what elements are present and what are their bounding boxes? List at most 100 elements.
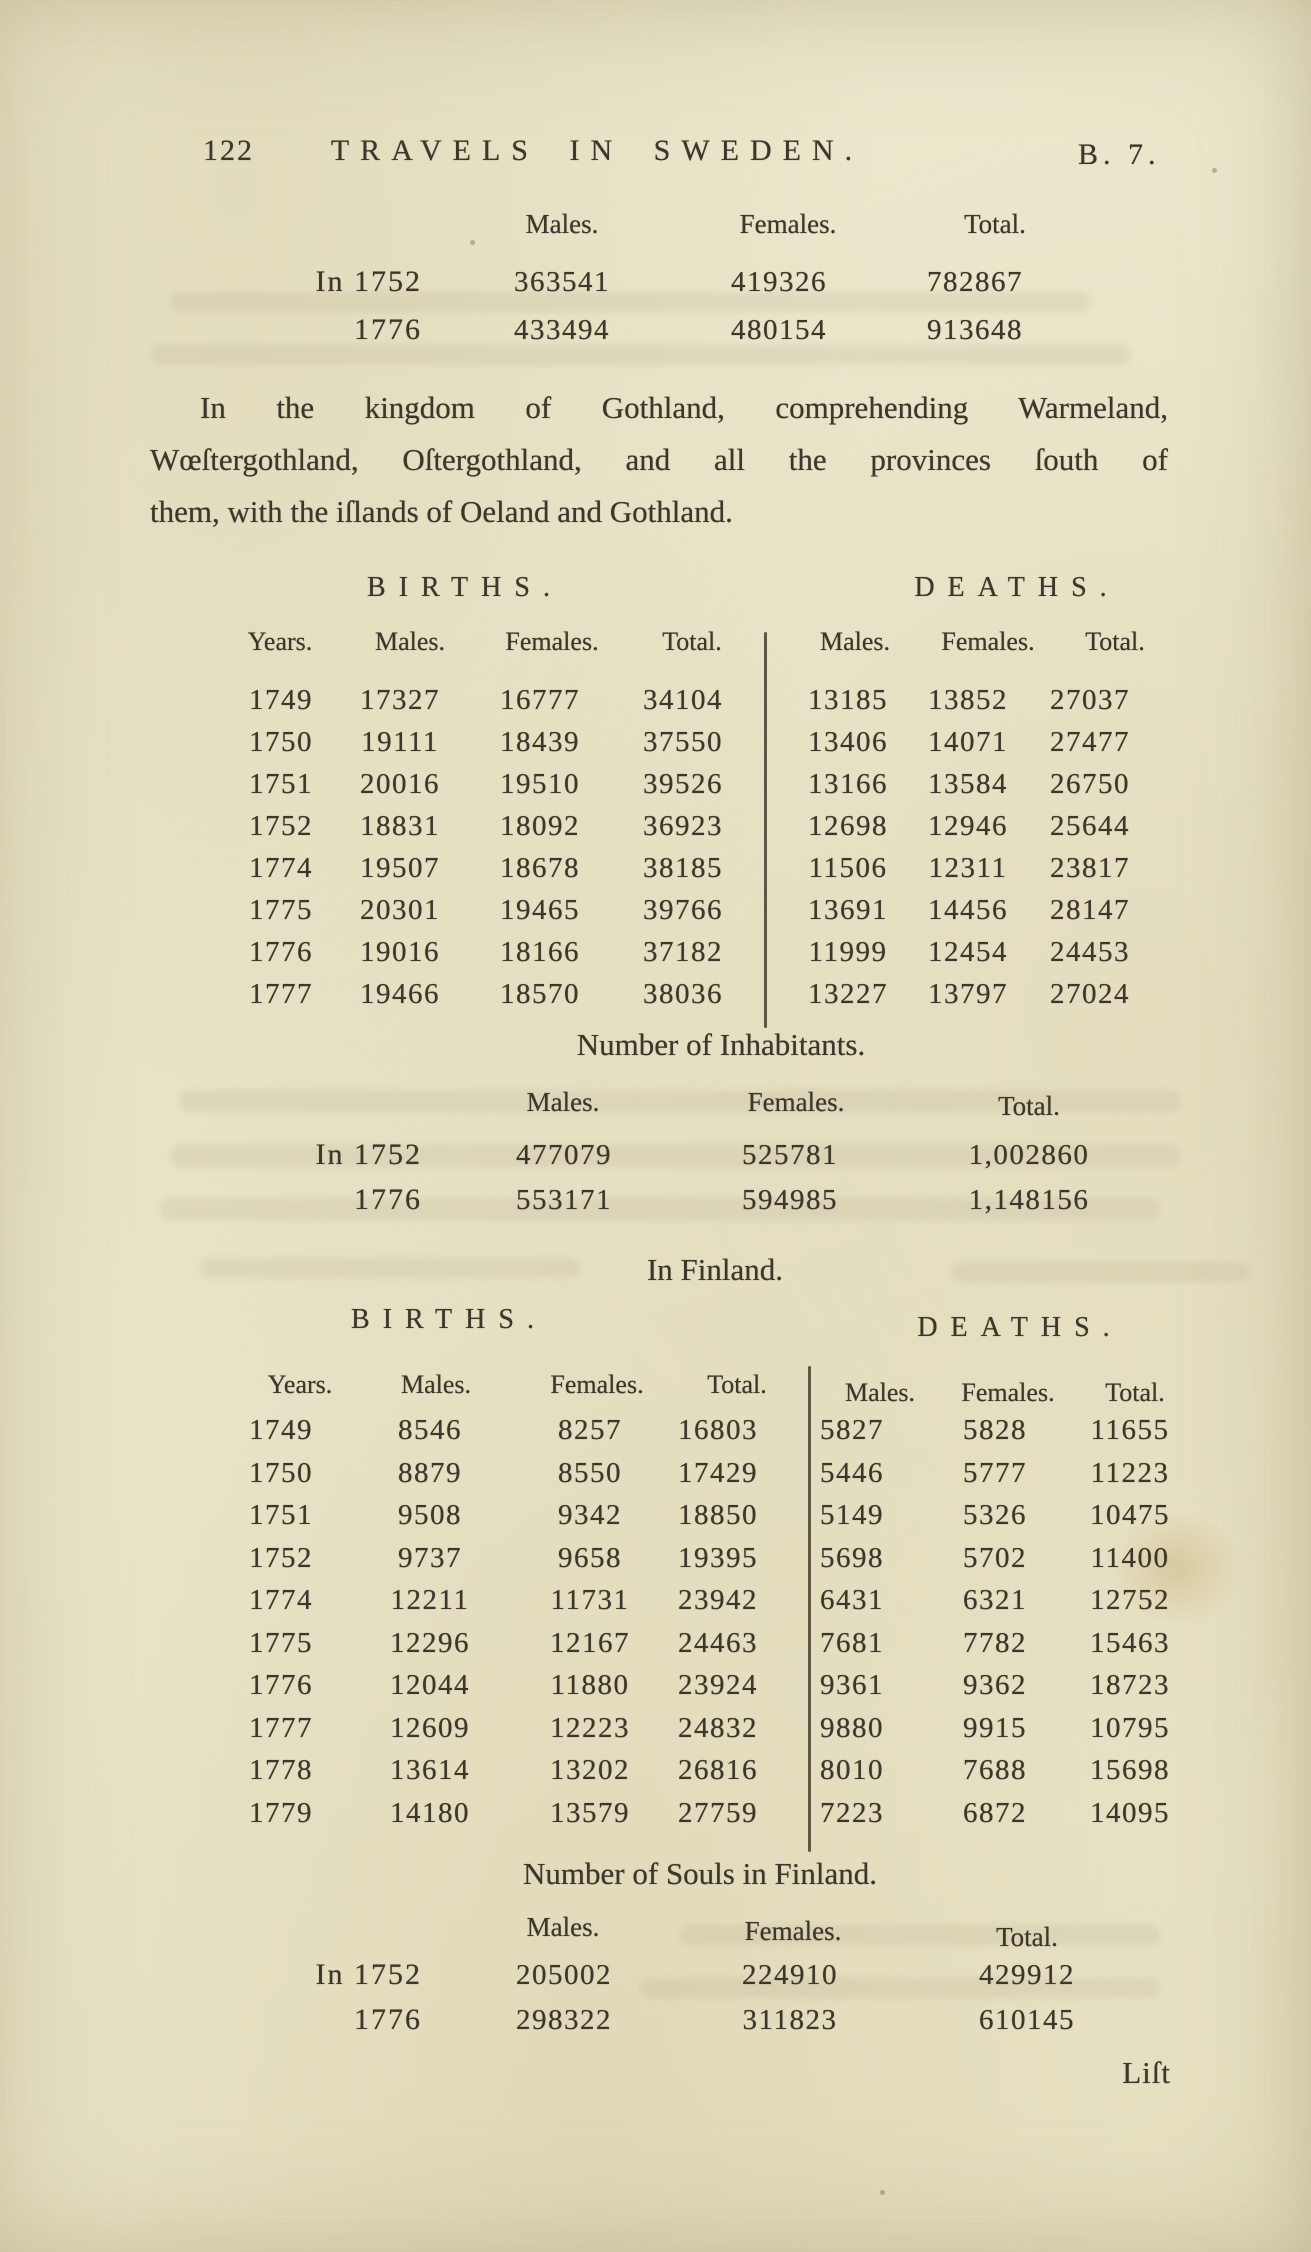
paper-stain [1110, 1510, 1240, 1625]
table-divider [808, 1366, 811, 1852]
births-females-cell: 12223 [550, 1711, 630, 1744]
births-females-cell: 13579 [550, 1796, 630, 1829]
females-column-header: Females. [744, 1916, 842, 1946]
deaths-total-cell: 25644 [1050, 810, 1130, 842]
table-row: 1752 9737 9658 19395 5698 5702 11400 [0, 1537, 1311, 1580]
births-males-cell: 19507 [360, 852, 440, 884]
deaths-total-cell: 14095 [1090, 1796, 1170, 1829]
bleed-through-artifact [160, 1198, 1160, 1220]
total-cell: 782867 [927, 266, 1023, 298]
births-females-cell: 9658 [558, 1541, 622, 1574]
table-row: 1775 20301 19465 39766 13691 14456 28147 [0, 889, 1311, 931]
table-row: 1776 553171 594985 1,148156 [0, 1182, 1311, 1227]
total-column-header: Total. [998, 1091, 1060, 1121]
table-row: 1778 13614 13202 26816 8010 7688 15698 [0, 1749, 1311, 1792]
births-total-cell: 39526 [643, 768, 723, 800]
births-total-cell: 19395 [678, 1541, 758, 1574]
table-row: In 1752 363541 419326 782867 [0, 264, 1311, 312]
deaths-females-cell: 9915 [963, 1711, 1027, 1744]
females-cell: 480154 [731, 314, 827, 346]
years-column-header: Years. [247, 627, 313, 656]
year-cell: 1750 [249, 1456, 313, 1489]
deaths-total-cell: 10475 [1090, 1499, 1170, 1531]
males-column-header: Males. [525, 209, 599, 239]
males-cell: 553171 [516, 1184, 612, 1216]
births-females-cell: 12167 [550, 1626, 630, 1659]
deaths-total-cell: 28147 [1050, 894, 1130, 926]
deaths-females-cell: 12454 [928, 936, 1008, 968]
births-total-cell: 37550 [643, 726, 723, 758]
paper-speck [880, 2190, 885, 2195]
deaths-females-cell: 14071 [928, 726, 1008, 758]
deaths-females-cell: 7782 [963, 1626, 1027, 1659]
females-cell: 311823 [742, 2004, 838, 2036]
births-males-cell: 18831 [360, 810, 440, 842]
females-column-header: Females. [941, 627, 1035, 656]
births-total-cell: 27759 [678, 1796, 758, 1829]
total-cell: 429912 [979, 1959, 1075, 1991]
inhabitants-rows: In 1752 477079 525781 1,002860 1776 5531… [0, 1137, 1311, 1227]
males-cell: 433494 [514, 314, 610, 346]
births-females-cell: 11731 [550, 1584, 630, 1616]
males-column-header: Males. [400, 1370, 472, 1399]
births-males-cell: 12609 [390, 1711, 470, 1744]
deaths-males-cell: 7681 [820, 1626, 884, 1659]
table-row: 1749 17327 16777 34104 13185 13852 27037 [0, 679, 1311, 721]
section-mark: B. 7. [1078, 138, 1161, 171]
year-cell: 1751 [249, 1499, 313, 1531]
deaths-females-cell: 9362 [963, 1669, 1027, 1701]
births-heading: BIRTHS. [351, 1304, 547, 1335]
row-label: In 1752 [315, 265, 422, 298]
table-divider [764, 632, 767, 1028]
paper-speck [470, 240, 475, 245]
deaths-total-cell: 27477 [1050, 726, 1130, 758]
deaths-males-cell: 13691 [808, 894, 888, 926]
females-column-header: Females. [739, 209, 837, 239]
births-males-cell: 14180 [390, 1796, 470, 1829]
deaths-females-cell: 13584 [928, 768, 1008, 800]
births-total-cell: 26816 [678, 1754, 758, 1786]
births-males-cell: 8546 [398, 1414, 462, 1446]
total-column-header: Total. [1105, 1378, 1165, 1407]
deaths-total-cell: 10795 [1090, 1711, 1170, 1744]
females-column-header: Females. [550, 1370, 644, 1399]
deaths-males-cell: 13406 [808, 726, 888, 758]
paragraph-line: Wœſtergothland, Oſtergothland, and all t… [150, 442, 1168, 477]
deaths-total-cell: 27024 [1050, 978, 1130, 1010]
deaths-total-cell: 11400 [1090, 1541, 1170, 1574]
females-cell: 224910 [742, 1959, 838, 1991]
year-cell: 1776 [249, 936, 313, 968]
births-total-cell: 38036 [643, 978, 723, 1010]
year-cell: 1752 [249, 810, 313, 842]
births-total-cell: 23942 [678, 1584, 758, 1616]
births-males-cell: 9508 [398, 1499, 462, 1531]
deaths-total-cell: 26750 [1050, 768, 1130, 800]
paper-speck [1212, 168, 1217, 173]
table-row: 1750 8879 8550 17429 5446 5777 11223 [0, 1452, 1311, 1495]
births-females-cell: 11880 [550, 1669, 630, 1701]
deaths-males-cell: 5827 [820, 1414, 884, 1446]
deaths-females-cell: 5777 [963, 1456, 1027, 1489]
births-females-cell: 18570 [500, 978, 580, 1010]
year-cell: 1774 [249, 852, 313, 884]
deaths-females-cell: 6321 [963, 1584, 1027, 1616]
births-females-cell: 19465 [500, 894, 580, 926]
deaths-males-cell: 5149 [820, 1499, 884, 1531]
row-label: 1776 [354, 1183, 422, 1216]
males-cell: 298322 [516, 2004, 612, 2036]
year-cell: 1779 [249, 1796, 313, 1829]
total-cell: 610145 [979, 2004, 1075, 2036]
deaths-females-cell: 5828 [963, 1414, 1027, 1446]
year-cell: 1750 [249, 726, 313, 758]
finland-rows: 1749 8546 8257 16803 5827 5828 11655 175… [0, 1409, 1311, 1834]
deaths-females-cell: 6872 [963, 1796, 1027, 1829]
births-females-cell: 18166 [500, 936, 580, 968]
births-total-cell: 36923 [643, 810, 723, 842]
year-cell: 1777 [249, 978, 313, 1010]
finland-heading: In Finland. [646, 1252, 784, 1287]
total-cell: 1,002860 [968, 1139, 1090, 1171]
total-column-header: Total. [1085, 627, 1145, 656]
births-total-cell: 34104 [643, 684, 723, 716]
row-label: In 1752 [315, 1958, 422, 1991]
table-row: 1775 12296 12167 24463 7681 7782 15463 [0, 1622, 1311, 1665]
